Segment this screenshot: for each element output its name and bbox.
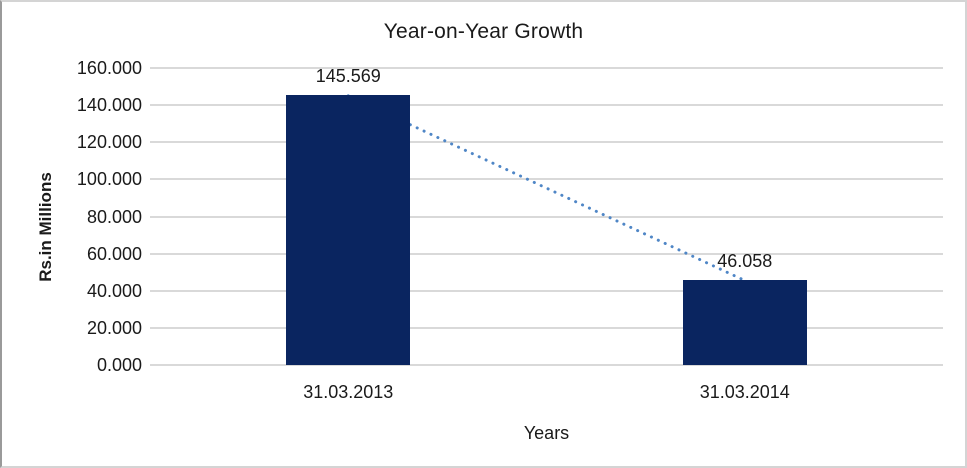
chart-title: Year-on-Year Growth [383,20,584,43]
gridline [150,364,943,366]
y-tick-label: 0.000 [96,355,142,375]
plot-area [150,67,943,366]
bar-value-label: 145.569 [315,65,381,86]
gridline [150,141,943,144]
gridline [150,104,943,107]
y-tick-label: 20.000 [86,317,142,338]
gridline [150,178,943,181]
y-tick-label: 60.000 [86,243,142,264]
x-tick-label: 31.03.2013 [303,382,394,402]
y-tick-label: 140.000 [76,95,142,116]
gridline [150,326,943,329]
y-tick-label: 120.000 [76,132,142,153]
gridline [150,215,943,218]
y-tick-label: 100.000 [76,169,142,190]
gridline [150,67,943,69]
y-tick-label: 40.000 [86,280,142,301]
bar-value-label: 46.058 [717,250,773,271]
x-tick-label: 31.03.2014 [699,382,790,402]
y-tick-label: 160.000 [76,58,142,78]
gridline [150,289,943,292]
bar [286,94,411,365]
gridline [150,252,943,255]
y-tick-label: 80.000 [86,206,142,227]
bar [682,279,807,365]
x-axis-title: Years [523,423,570,443]
